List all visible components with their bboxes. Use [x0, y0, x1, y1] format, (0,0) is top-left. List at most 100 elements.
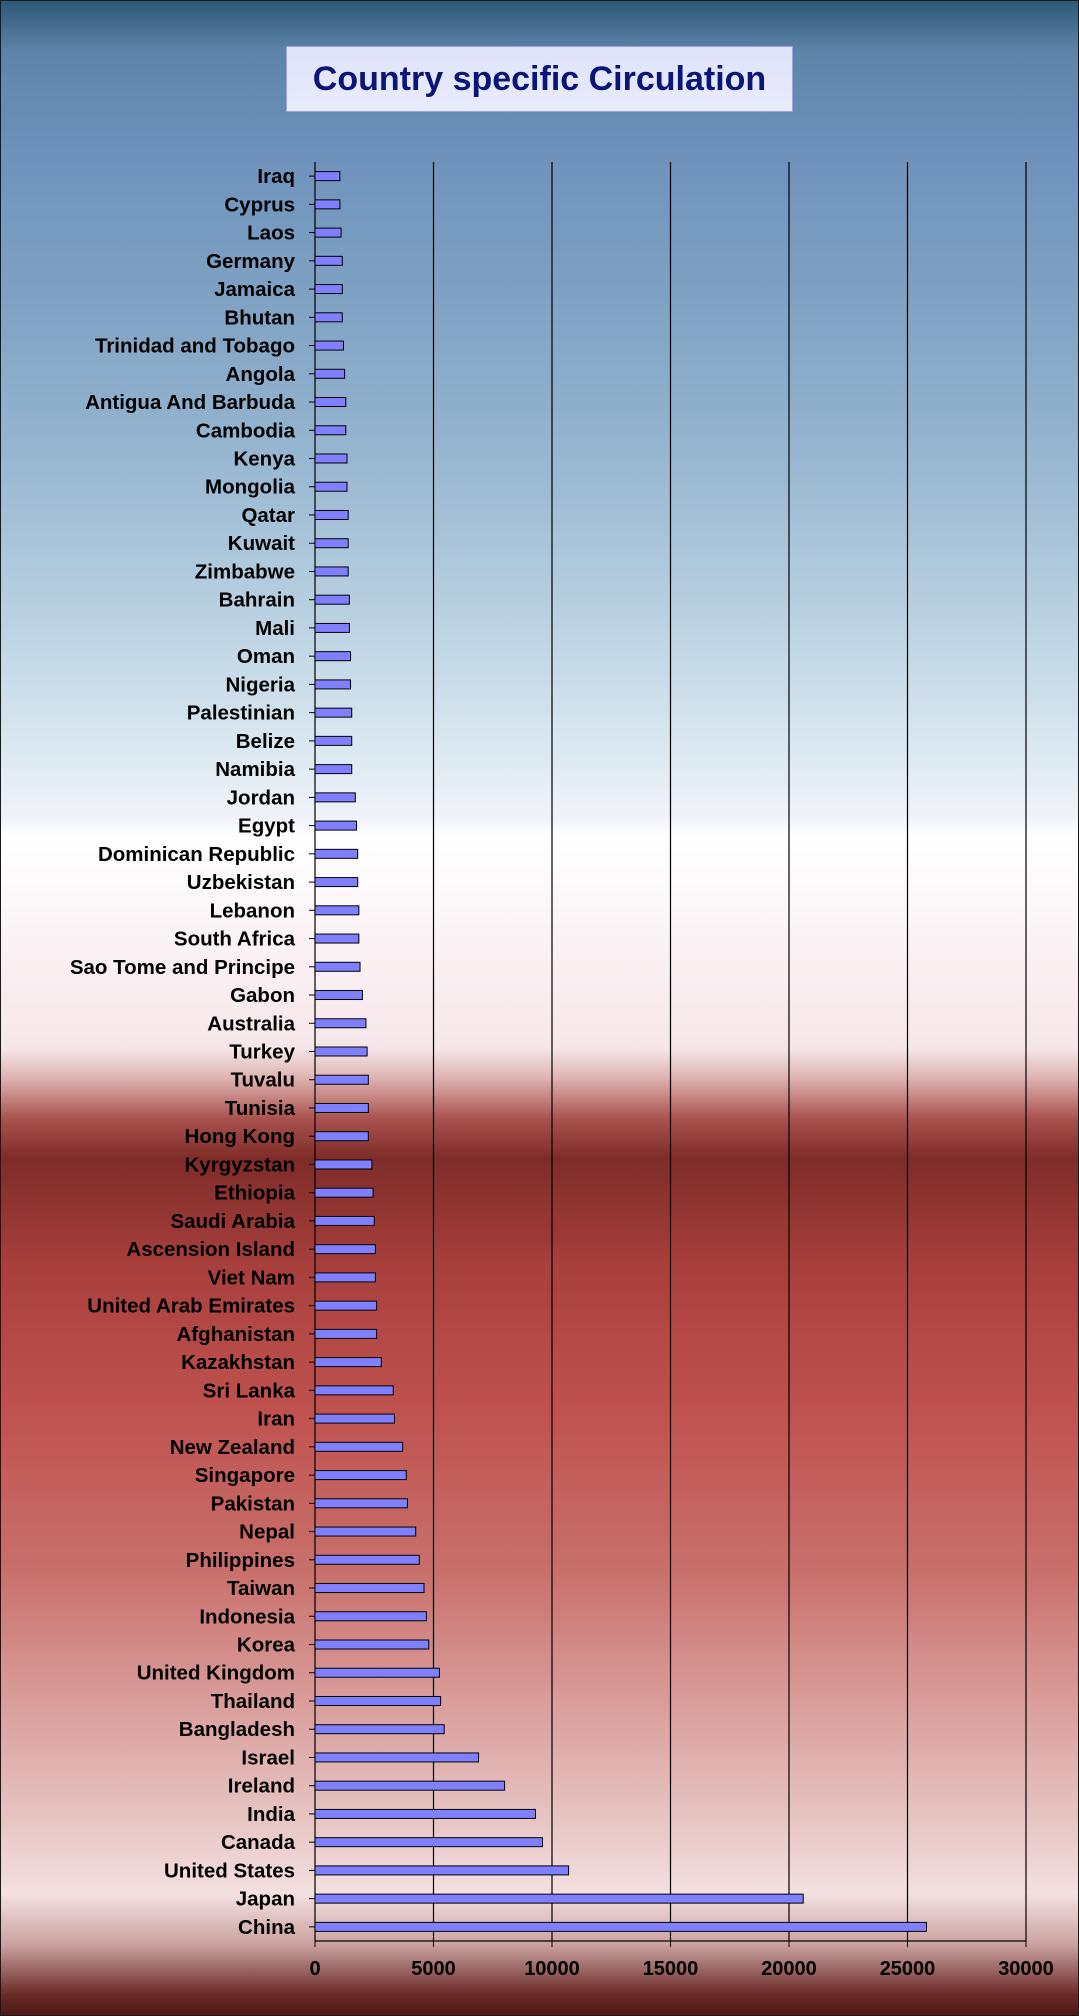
category-label: Laos	[247, 222, 295, 245]
category-label: Pakistan	[211, 1492, 295, 1515]
bar	[314, 1921, 927, 1932]
bar	[314, 199, 341, 210]
category-label: Nepal	[239, 1521, 295, 1544]
chart-title: Country specific Circulation	[286, 46, 793, 112]
category-label: Zimbabwe	[195, 560, 295, 583]
bar	[314, 1357, 382, 1368]
category-label: Sao Tome and Principe	[70, 956, 295, 979]
category-label: Iran	[257, 1408, 295, 1431]
category-label: Angola	[226, 363, 296, 386]
category-label: Singapore	[195, 1464, 295, 1487]
x-tick-label: 10000	[524, 1958, 580, 1980]
bar	[314, 1893, 804, 1904]
x-tick-label: 20000	[761, 1958, 817, 1980]
bar	[314, 1018, 367, 1029]
category-label: Philippines	[186, 1549, 295, 1572]
category-label: Uzbekistan	[187, 871, 295, 894]
category-label: Cyprus	[224, 193, 295, 216]
bar	[314, 538, 349, 549]
category-label: Sri Lanka	[203, 1379, 296, 1402]
bar	[314, 171, 341, 182]
category-label: Canada	[221, 1831, 296, 1854]
category-label: Afghanistan	[177, 1323, 295, 1346]
category-label: Antigua And Barbuda	[85, 391, 296, 414]
category-label: Palestinian	[187, 702, 295, 725]
bar	[314, 707, 353, 718]
category-label: Japan	[236, 1888, 295, 1911]
category-label: Bahrain	[219, 589, 295, 612]
category-label: Kazakhstan	[181, 1351, 295, 1374]
x-tick-label: 15000	[643, 1958, 699, 1980]
bar	[314, 1808, 536, 1819]
bar	[314, 255, 343, 266]
category-label: Bhutan	[224, 306, 295, 329]
category-label: Belize	[236, 730, 295, 753]
bar	[314, 284, 343, 295]
category-label: India	[247, 1803, 295, 1826]
x-tick-label: 0	[309, 1958, 320, 1980]
bar	[314, 1611, 427, 1622]
bar	[314, 1215, 375, 1226]
bar	[314, 1639, 430, 1650]
bar	[314, 679, 352, 690]
category-label: Lebanon	[210, 899, 295, 922]
category-label: Ascension Island	[126, 1238, 295, 1261]
category-label: Gabon	[230, 984, 295, 1007]
bar	[314, 792, 356, 803]
x-tick-label: 25000	[880, 1958, 936, 1980]
category-label: Namibia	[215, 758, 295, 781]
bar	[314, 1526, 417, 1537]
category-label: Ireland	[228, 1775, 295, 1798]
bar	[314, 1074, 369, 1085]
bar	[314, 651, 352, 662]
category-label: Mongolia	[205, 476, 296, 499]
bar	[314, 1780, 506, 1791]
bar	[314, 368, 346, 379]
category-label: Ethiopia	[214, 1182, 295, 1205]
category-label: Qatar	[241, 504, 295, 527]
category-label: Israel	[241, 1746, 295, 1769]
category-label: Hong Kong	[185, 1125, 295, 1148]
category-label: Dominican Republic	[98, 843, 295, 866]
bar	[314, 1046, 368, 1057]
bar	[314, 397, 347, 408]
bar	[314, 1554, 420, 1565]
bar	[314, 1244, 376, 1255]
bar	[314, 340, 344, 351]
bar	[314, 622, 350, 633]
category-label: Tuvalu	[230, 1069, 295, 1092]
category-label: Kuwait	[228, 532, 295, 555]
bar	[314, 1159, 373, 1170]
bar	[314, 1667, 440, 1678]
bar	[314, 566, 349, 577]
bar	[314, 905, 360, 916]
category-label: Jordan	[227, 786, 295, 809]
category-label: Germany	[206, 250, 295, 273]
bar	[314, 509, 349, 520]
bar	[314, 1498, 408, 1509]
category-label: Australia	[207, 1012, 295, 1035]
bar	[314, 820, 357, 831]
bar	[314, 1724, 445, 1735]
category-label: Egypt	[238, 815, 295, 838]
category-label: Oman	[237, 645, 295, 668]
category-label: Kenya	[233, 448, 295, 471]
bar	[314, 848, 359, 859]
category-label: United Arab Emirates	[87, 1295, 295, 1318]
category-label: Taiwan	[227, 1577, 295, 1600]
bar	[314, 1300, 378, 1311]
category-label: Iraq	[257, 165, 295, 188]
bar	[314, 481, 348, 492]
category-label: Tunisia	[225, 1097, 296, 1120]
category-label: Mali	[255, 617, 295, 640]
bar	[314, 1470, 407, 1481]
bar	[314, 1695, 442, 1706]
x-tick-label: 5000	[411, 1958, 456, 1980]
bar	[314, 877, 359, 888]
category-label: Turkey	[229, 1041, 295, 1064]
category-label: United States	[164, 1859, 295, 1882]
category-label: United Kingdom	[137, 1662, 295, 1685]
category-label: Kyrgyzstan	[184, 1153, 295, 1176]
